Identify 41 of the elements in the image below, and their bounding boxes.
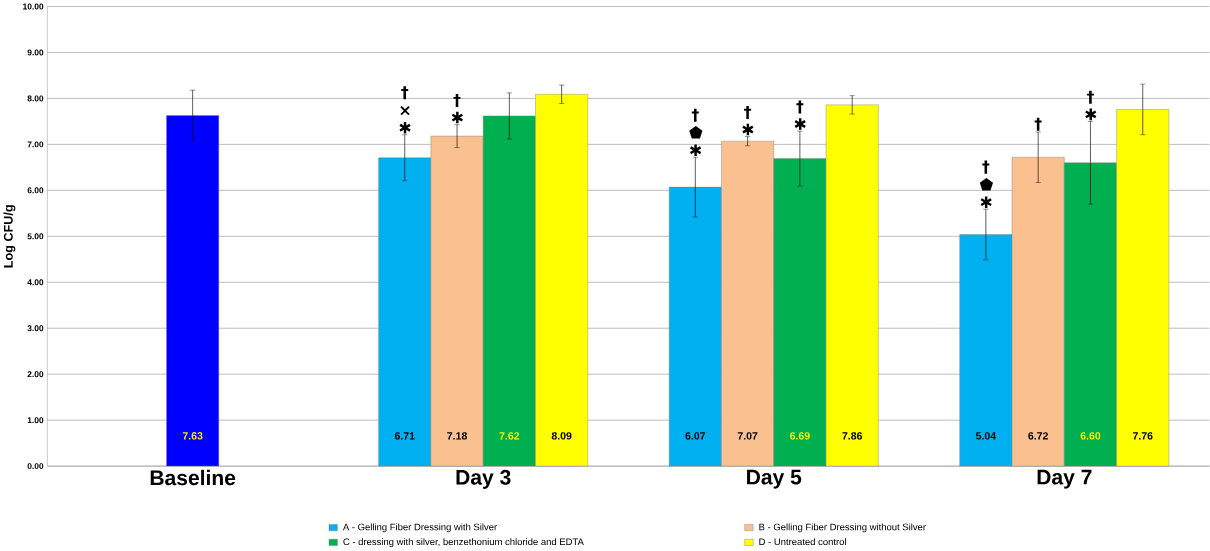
data-label: 7.86 bbox=[842, 432, 863, 440]
x-tick-label: Baseline bbox=[150, 469, 236, 486]
data-label: 7.18 bbox=[447, 432, 467, 440]
annotation: † × ✱ bbox=[399, 86, 411, 134]
annotation: † ⬟ ✱ bbox=[979, 160, 993, 209]
data-label: 7.63 bbox=[182, 432, 203, 440]
y-tick-label: 8.00 bbox=[27, 95, 44, 102]
data-label: 6.72 bbox=[1028, 432, 1048, 440]
data-label: 6.71 bbox=[394, 432, 415, 440]
legend-label: B - Gelling Fiber Dressing without Silver bbox=[759, 523, 926, 533]
annotation: † ✱ bbox=[1085, 90, 1097, 121]
data-label: 6.07 bbox=[685, 432, 706, 440]
annotation: † bbox=[1034, 117, 1042, 131]
data-label: 5.04 bbox=[975, 432, 997, 440]
data-label: 7.07 bbox=[737, 432, 758, 440]
x-tick-label: Day 3 bbox=[456, 469, 511, 490]
y-tick-label: 5.00 bbox=[27, 233, 44, 240]
y-tick-label: 2.00 bbox=[27, 371, 44, 378]
y-tick-label: 4.00 bbox=[27, 279, 44, 286]
y-tick-label: 1.00 bbox=[27, 417, 44, 424]
legend-label: D - Untreated control bbox=[759, 538, 846, 546]
y-tick-label: 7.00 bbox=[27, 141, 44, 148]
y-axis-title: Log CFU/g bbox=[3, 205, 16, 268]
y-tick-label: 3.00 bbox=[27, 325, 44, 332]
data-label: 6.69 bbox=[790, 432, 810, 440]
x-tick-label: Day 5 bbox=[747, 469, 802, 489]
legend-label: A - Gelling Fiber Dressing with Silver bbox=[342, 523, 497, 533]
x-tick-label: Day 7 bbox=[1037, 469, 1092, 489]
annotation: † ✱ bbox=[742, 105, 754, 136]
data-label: 8.09 bbox=[551, 432, 572, 440]
annotation: † ✱ bbox=[794, 100, 806, 130]
y-tick-label: 10.00 bbox=[23, 3, 44, 10]
y-tick-label: 6.00 bbox=[27, 187, 44, 194]
data-label: 7.76 bbox=[1132, 432, 1153, 440]
data-label: 7.62 bbox=[499, 432, 520, 440]
data-label: 6.60 bbox=[1080, 432, 1101, 440]
legend-label: C - dressing with silver, benzethonium chloride and EDTA bbox=[343, 538, 584, 548]
annotation: † ⬟ ✱ bbox=[689, 108, 703, 157]
y-tick-label: 0.00 bbox=[27, 463, 44, 470]
y-tick-label: 9.00 bbox=[27, 49, 44, 56]
annotation: † ✱ bbox=[451, 94, 463, 124]
